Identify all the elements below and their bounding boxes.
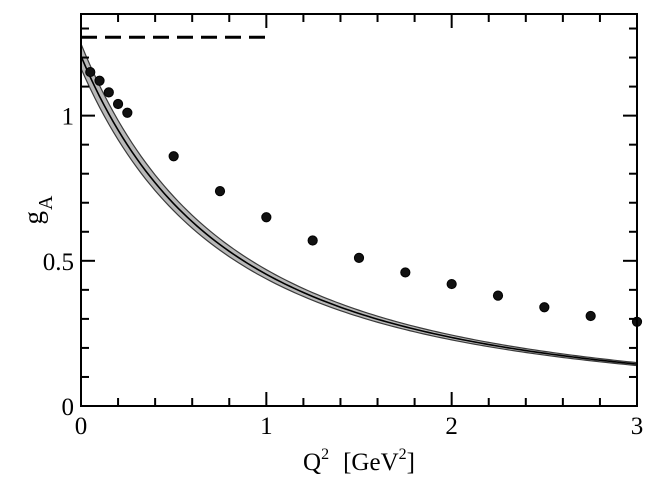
axis-ticks [80,14,638,407]
fit-curves [80,43,638,367]
x-axis-label: Q2 [GeV2] [303,446,415,476]
y-tick-label: 0.5 [43,249,74,276]
data-point [85,66,96,78]
band-lower-curve [80,68,638,367]
x-tick-label: 2 [445,413,458,440]
data-point [353,252,365,264]
data-point [103,87,114,98]
x-tick-label: 3 [631,413,644,440]
band-upper-curve [80,43,638,364]
y-axis-label: gA [18,195,57,225]
data-point [585,310,596,322]
data-point [492,290,504,301]
data-point [307,235,318,246]
data-point [446,278,457,290]
y-tick-label: 0 [62,394,75,421]
data-point [400,267,411,278]
tick-labels: 0 1 2 3 0 0.5 1 [43,104,644,440]
y-tick-label: 1 [62,104,75,131]
data-point [122,107,133,118]
data-point [168,151,179,162]
data-point [94,75,105,86]
x-tick-label: 0 [75,413,88,440]
data-point [261,212,272,223]
data-point [112,98,124,110]
data-point [539,302,550,313]
plot-frame [80,13,638,407]
data-point [214,186,226,197]
fit-curve [80,55,638,365]
x-tick-label: 1 [260,413,273,440]
